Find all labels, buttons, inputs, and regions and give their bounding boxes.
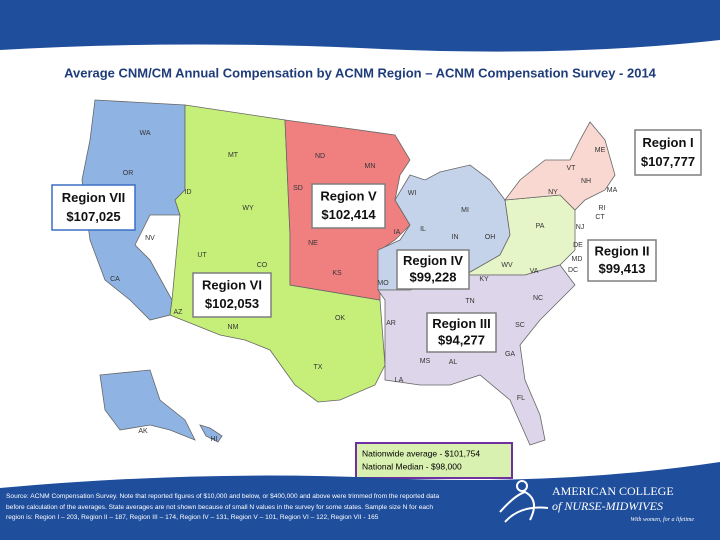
logo-line2: of NURSE-MIDWIVES: [552, 499, 663, 513]
region-value: $102,053: [205, 296, 259, 311]
region-box: [634, 129, 702, 176]
state-label: KY: [479, 276, 489, 283]
summary-box: [355, 442, 513, 479]
state-label: WV: [501, 262, 513, 269]
state-label: NJ: [576, 224, 585, 231]
state-label: OR: [123, 170, 134, 177]
state-label: RI: [599, 205, 606, 212]
region-value: $94,277: [438, 333, 485, 348]
region-box: [51, 184, 136, 231]
average: Nationwide average - $101,754: [362, 448, 480, 458]
state-label: NH: [581, 178, 591, 185]
state-label: NE: [308, 240, 318, 247]
region-value: $99,228: [410, 270, 457, 285]
region-value: $107,777: [641, 154, 695, 169]
region-value: $99,413: [599, 261, 646, 276]
state-label: UT: [197, 252, 207, 259]
tagline: With women, for a lifetime: [631, 516, 695, 523]
state-label: MS: [420, 358, 431, 365]
region-box: [192, 272, 272, 318]
state-label: CO: [257, 262, 268, 269]
region-box: [311, 183, 386, 229]
region-box: [587, 239, 657, 282]
logo-mark: [499, 480, 549, 523]
state-label: MD: [572, 256, 583, 263]
state-label: AL: [449, 359, 458, 366]
state-label: NM: [228, 324, 239, 331]
median: National Median - $98,000: [362, 461, 462, 471]
hawaii: [199, 424, 223, 443]
state-label: MN: [365, 163, 376, 170]
state-label: MI: [461, 207, 469, 214]
state-label: IA: [394, 229, 401, 236]
state-label: AZ: [174, 309, 184, 316]
region-name: Region II: [595, 244, 650, 259]
state-label: NV: [145, 235, 155, 242]
region-value: $107,025: [66, 209, 120, 224]
state-label: LA: [395, 377, 404, 384]
state-label: NC: [533, 295, 543, 302]
state-label: MT: [228, 152, 239, 159]
state-label: CA: [110, 276, 120, 283]
map: [81, 99, 616, 446]
region-box: [426, 312, 497, 353]
state-label: DC: [568, 267, 578, 274]
top-band: [0, 0, 720, 52]
state-label: MA: [607, 187, 618, 194]
region-iii-area: [377, 264, 576, 446]
state-label: NY: [548, 189, 558, 196]
region-name: Region I: [642, 135, 693, 150]
region-name: Region IV: [403, 253, 463, 268]
state-label: ME: [595, 147, 606, 154]
state-label: AR: [386, 320, 396, 327]
state-label: MO: [377, 280, 389, 287]
state-label: OK: [335, 315, 345, 322]
state-label: WI: [408, 190, 417, 197]
state-label: AK: [138, 428, 148, 435]
region-name: Region V: [320, 189, 377, 204]
logo-line1: AMERICAN COLLEGE: [552, 484, 674, 498]
state-label: VT: [567, 165, 577, 172]
region-name: Region VI: [202, 278, 262, 293]
region-box: [396, 249, 470, 290]
region-value: $102,414: [321, 207, 376, 222]
state-labels: WA OR CA NV ID MT WY UT CO AZ NM TX ND S…: [110, 130, 617, 443]
region-boxes: Region I $107,777 Region II $99,413 Region I…: [51, 129, 702, 353]
state-label: SC: [515, 322, 525, 329]
state-label: KS: [332, 270, 342, 277]
state-label: FL: [517, 395, 525, 402]
state-label: HI: [211, 436, 218, 443]
title: Average CNM/CM Annual Compensation by AC…: [64, 65, 657, 80]
source-note: Source: ACNM Compensation Survey. Note t…: [6, 493, 440, 521]
state-label: ND: [315, 153, 325, 160]
region-name: Region VII: [62, 190, 126, 205]
state-label: IL: [420, 226, 426, 233]
state-label: TN: [465, 298, 474, 305]
state-label: PA: [536, 223, 545, 230]
state-label: WY: [242, 205, 254, 212]
region-i-area: [504, 121, 616, 211]
state-label: ID: [185, 189, 192, 196]
state-label: IN: [452, 234, 459, 241]
state-label: OH: [485, 234, 496, 241]
state-label: TX: [314, 364, 323, 371]
alaska: [99, 369, 196, 441]
state-label: SD: [293, 185, 303, 192]
state-label: WA: [139, 130, 150, 137]
region-name: Region III: [432, 316, 491, 331]
state-label: DE: [573, 242, 583, 249]
state-label: CT: [595, 214, 605, 221]
bottom-band: [0, 462, 720, 540]
state-label: GA: [505, 351, 515, 358]
state-label: VA: [530, 268, 539, 275]
